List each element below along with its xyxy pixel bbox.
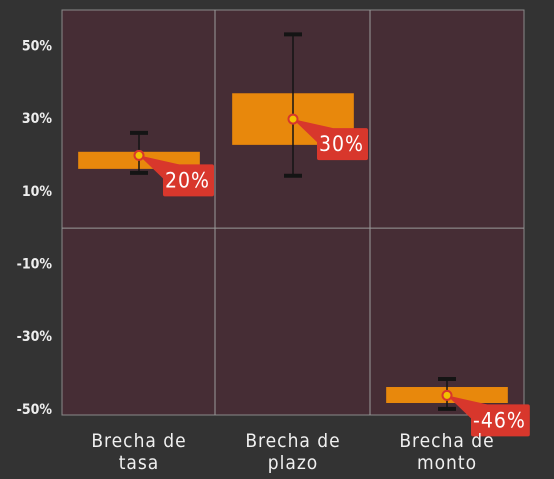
value-label-pointer: [447, 395, 487, 419]
x-tick-label: Brecha de monto: [399, 430, 495, 474]
x-tick-label: Brecha de tasa: [91, 430, 187, 474]
value-label: 20%: [165, 168, 210, 192]
y-tick-label: -10%: [17, 256, 53, 272]
marker: [441, 389, 453, 401]
y-tick-label: -50%: [17, 402, 53, 418]
x-tick-label: Brecha de plazo: [245, 430, 341, 474]
value-label-pointer: [139, 155, 179, 179]
value-label-box: [471, 404, 530, 437]
value-label: 30%: [319, 132, 364, 156]
value-label: -46%: [473, 408, 526, 432]
value-label-pointer: [293, 119, 333, 143]
y-tick-label: 10%: [22, 184, 53, 200]
y-tick-label: 50%: [22, 38, 53, 54]
y-tick-label: 30%: [22, 111, 53, 127]
y-tick-label: -30%: [17, 329, 53, 345]
value-label-box: [317, 128, 368, 161]
value-label-box: [163, 164, 214, 197]
marker: [133, 149, 145, 161]
marker: [287, 113, 299, 125]
